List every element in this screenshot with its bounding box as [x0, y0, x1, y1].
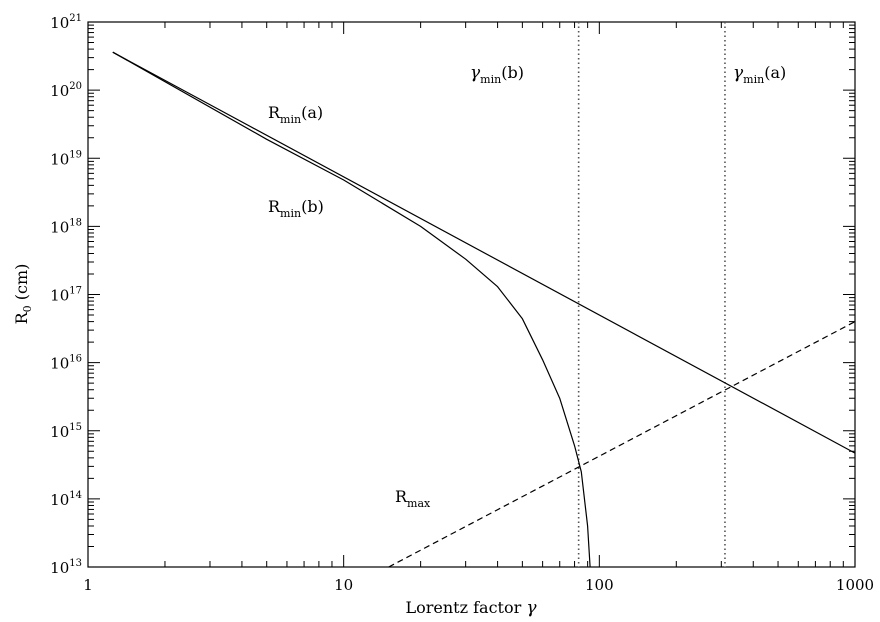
annotation-rmin-b: Rmin(b) [268, 197, 324, 220]
x-tick-label: 100 [585, 576, 614, 594]
x-axis-title: Lorentz factor γ [405, 598, 537, 618]
y-tick-label: 1020 [50, 81, 82, 100]
y-tick-label: 1016 [50, 354, 82, 373]
annotation-gamma-min-a: γmin(a) [733, 63, 786, 86]
series-lines [112, 51, 856, 568]
y-tick-label: 1019 [50, 149, 82, 168]
axis-tick-labels: 1 10 100 1000 1013 1014 1015 1016 1017 1018 1019 10… [50, 13, 874, 594]
y-tick-label: 1021 [50, 13, 82, 32]
y-tick-label: 1013 [50, 558, 82, 577]
x-tick-label: 1 [83, 576, 93, 594]
axis-ticks [87, 22, 856, 568]
series-line-2 [388, 321, 856, 568]
series-line-0 [112, 51, 856, 454]
x-tick-label: 10 [334, 576, 353, 594]
vertical-guides [577, 22, 726, 567]
y-axis-title: R0 (cm) [12, 264, 34, 325]
y-tick-label: 1018 [50, 217, 82, 236]
series-line-1 [112, 51, 591, 568]
annotation-rmin-a: Rmin(a) [268, 103, 323, 126]
y-tick-label: 1017 [50, 286, 82, 305]
x-tick-label: 1000 [836, 576, 874, 594]
annotation-gamma-min-b: γmin(b) [470, 63, 524, 86]
annotation-rmax: Rmax [395, 487, 431, 510]
y-tick-label: 1015 [50, 422, 82, 441]
y-tick-label: 1014 [50, 490, 82, 509]
